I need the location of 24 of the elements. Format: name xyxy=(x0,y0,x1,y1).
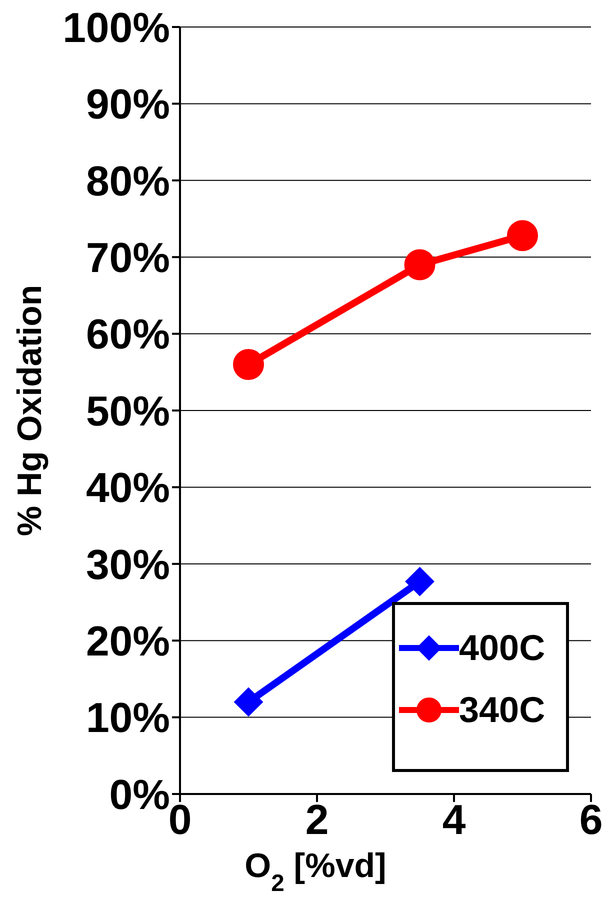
point xyxy=(233,348,264,380)
y-tick-label: 40% xyxy=(86,464,170,512)
y-tick-label: 20% xyxy=(86,618,170,665)
legend-label: 340C xyxy=(459,689,546,731)
y-tick-label: 80% xyxy=(86,157,170,204)
y-tick-label: 30% xyxy=(86,540,170,588)
y-tick-label: 70% xyxy=(86,234,170,282)
y-tick-label: 90% xyxy=(86,80,170,128)
legend-label: 400C xyxy=(459,627,546,669)
point xyxy=(234,687,263,716)
point xyxy=(507,220,538,252)
x-tick-label: 6 xyxy=(579,796,603,843)
y-tick-label: 50% xyxy=(86,387,170,434)
point xyxy=(404,249,436,280)
y-tick-label: 0% xyxy=(109,770,170,818)
x-tick-label: 2 xyxy=(305,796,329,843)
x-axis-title: O$_{2}$ [%vd] xyxy=(244,847,386,896)
point xyxy=(405,567,434,596)
y-tick-label: 60% xyxy=(86,310,170,358)
x-tick-label: 0 xyxy=(168,796,192,843)
y-tick-label: 10% xyxy=(86,694,170,742)
y-tick-label: 100% xyxy=(62,4,170,51)
y-axis-title: % Hg Oxidation xyxy=(11,284,49,536)
x-tick-label: 4 xyxy=(442,796,466,843)
